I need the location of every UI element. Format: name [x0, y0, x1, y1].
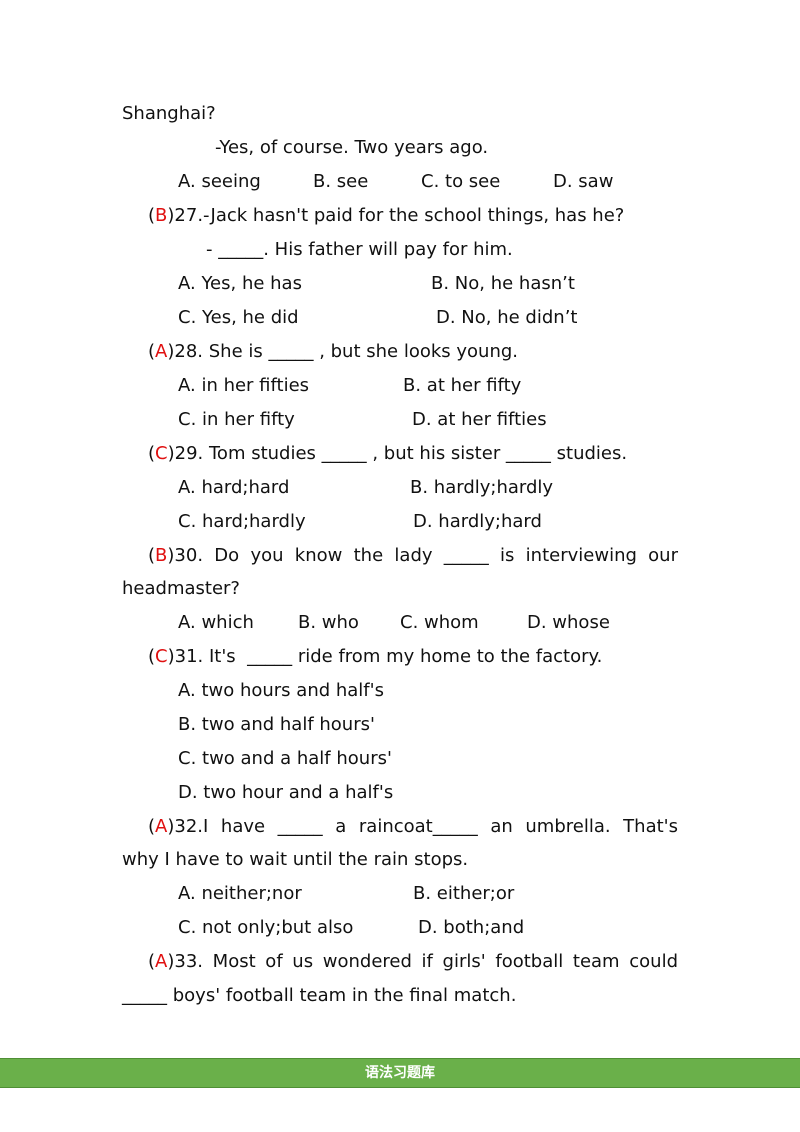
answer-line: - _____. His father will pay for him. — [206, 239, 513, 260]
option-d: D. both;and — [418, 917, 525, 938]
paren: ( — [148, 951, 156, 972]
paren: ( — [148, 545, 156, 566]
paren: ) — [167, 646, 175, 667]
paren: ) — [167, 205, 175, 226]
option-a: A. seeing — [178, 171, 261, 192]
option-a: A. in her fifties — [178, 375, 310, 396]
option-d: D. at her fifties — [412, 409, 547, 430]
paren: ( — [148, 341, 156, 362]
question-30: (B)30. Do you know the lady _____ is int… — [148, 545, 678, 567]
option-c: C. in her fifty — [178, 409, 295, 430]
question-28: (A)28. She is _____ , but she looks youn… — [148, 341, 518, 363]
answer-key: C — [155, 443, 168, 464]
paren: ) — [167, 443, 175, 464]
answer-line: -Yes, of course. Two years ago. — [215, 137, 489, 158]
paren: ( — [148, 646, 156, 667]
option-c: C. Yes, he did — [178, 307, 299, 328]
footer-title: 语法习题库 — [365, 1065, 435, 1081]
paren: ) — [167, 341, 175, 362]
question-text: Shanghai? — [122, 103, 216, 124]
option-c: C. whom — [400, 612, 479, 633]
question-text: 30. Do you know the lady _____ is interv… — [174, 545, 678, 566]
answer-key: A — [155, 951, 168, 972]
option-c: C. not only;but also — [178, 917, 354, 938]
option-b: B. two and half hours' — [178, 714, 375, 735]
paren: ( — [148, 443, 156, 464]
option-b: B. see — [313, 171, 369, 192]
question-29: (C)29. Tom studies _____ , but his siste… — [148, 443, 627, 465]
answer-key: A — [155, 816, 168, 837]
question-text: 27.-Jack hasn't paid for the school thin… — [174, 205, 625, 226]
answer-key: B — [155, 205, 168, 226]
question-text: 29. Tom studies _____ , but his sister _… — [174, 443, 628, 464]
option-b: B. No, he hasn’t — [431, 273, 575, 294]
question-text-continued: headmaster? — [122, 578, 240, 599]
question-text: 32.I have _____ a raincoat_____ an umbre… — [174, 816, 678, 837]
option-b: B. who — [298, 612, 359, 633]
paren: ) — [167, 951, 175, 972]
option-c: C. hard;hardly — [178, 511, 306, 532]
option-b: B. either;or — [413, 883, 515, 904]
question-27: (B)27.-Jack hasn't paid for the school t… — [148, 205, 624, 227]
option-b: B. at her fifty — [403, 375, 522, 396]
option-c: C. two and a half hours' — [178, 748, 392, 769]
option-c: C. to see — [421, 171, 501, 192]
option-d: D. hardly;hard — [413, 511, 542, 532]
answer-key: C — [155, 646, 168, 667]
option-a: A. neither;nor — [178, 883, 302, 904]
option-d: D. two hour and a half's — [178, 782, 394, 803]
question-32: (A)32.I have _____ a raincoat_____ an um… — [148, 816, 678, 838]
question-33: (A)33. Most of us wondered if girls' foo… — [148, 951, 678, 973]
footer-banner: 语法习题库 — [0, 1058, 800, 1088]
question-text: 31. It's _____ ride from my home to the … — [174, 646, 603, 667]
option-d: D. whose — [527, 612, 610, 633]
paren: ) — [167, 545, 175, 566]
option-b: B. hardly;hardly — [410, 477, 554, 498]
paren: ( — [148, 816, 156, 837]
question-text: 33. Most of us wondered if girls' footba… — [174, 951, 678, 972]
option-a: A. two hours and half's — [178, 680, 384, 701]
option-d: D. saw — [553, 171, 614, 192]
question-text: 28. She is _____ , but she looks young. — [174, 341, 519, 362]
option-a: A. which — [178, 612, 254, 633]
answer-key: A — [155, 341, 168, 362]
paren: ) — [167, 816, 175, 837]
paren: ( — [148, 205, 156, 226]
option-a: A. hard;hard — [178, 477, 290, 498]
question-text-continued: why I have to wait until the rain stops. — [122, 849, 469, 870]
answer-key: B — [155, 545, 168, 566]
option-a: A. Yes, he has — [178, 273, 302, 294]
question-text-continued: _____ boys' football team in the final m… — [122, 985, 517, 1006]
option-d: D. No, he didn’t — [436, 307, 578, 328]
question-31: (C)31. It's _____ ride from my home to t… — [148, 646, 602, 668]
